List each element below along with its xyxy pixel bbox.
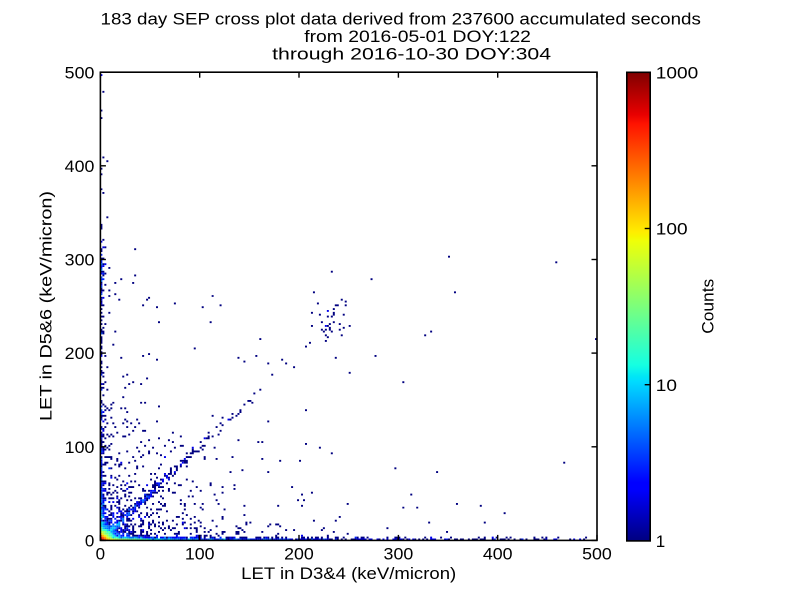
svg-text:LET in D3&4 (keV/micron): LET in D3&4 (keV/micron) <box>241 564 456 583</box>
svg-text:100: 100 <box>185 544 215 563</box>
svg-text:100: 100 <box>656 220 688 239</box>
svg-text:100: 100 <box>65 438 95 457</box>
svg-text:500: 500 <box>65 63 95 82</box>
svg-text:LET in D5&6 (keV/micron): LET in D5&6 (keV/micron) <box>36 191 55 421</box>
svg-text:through 2016-10-30 DOY:304: through 2016-10-30 DOY:304 <box>272 45 551 64</box>
svg-text:500: 500 <box>582 544 612 563</box>
svg-text:1: 1 <box>656 532 665 551</box>
svg-text:200: 200 <box>284 544 314 563</box>
svg-text:1000: 1000 <box>656 63 698 82</box>
svg-text:400: 400 <box>65 157 95 176</box>
svg-text:from 2016-05-01 DOY:122: from 2016-05-01 DOY:122 <box>304 27 531 46</box>
svg-text:0: 0 <box>96 544 105 563</box>
svg-text:183 day SEP cross plot data de: 183 day SEP cross plot data derived from… <box>101 10 701 29</box>
svg-text:10: 10 <box>656 376 677 395</box>
svg-text:400: 400 <box>483 544 513 563</box>
svg-text:Counts: Counts <box>699 279 718 334</box>
svg-text:300: 300 <box>384 544 414 563</box>
svg-text:200: 200 <box>65 344 95 363</box>
svg-text:300: 300 <box>65 251 95 270</box>
svg-text:0: 0 <box>85 532 94 551</box>
